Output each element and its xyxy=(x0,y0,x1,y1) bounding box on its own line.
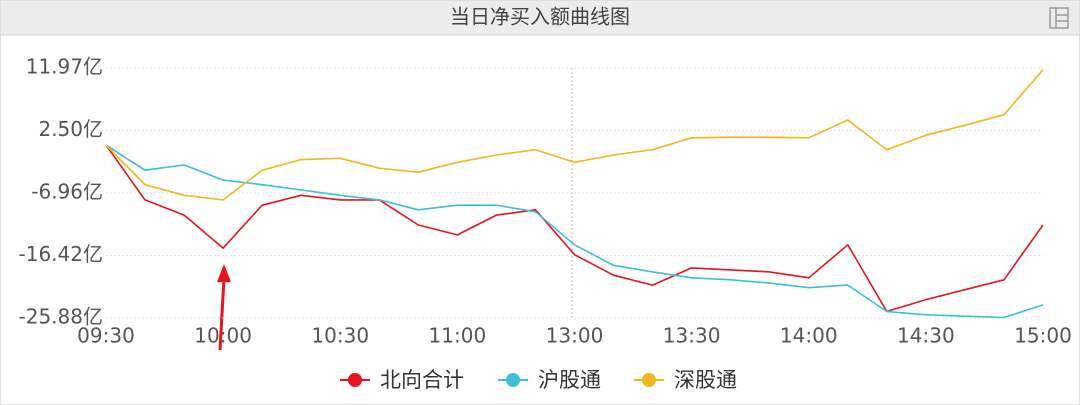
x-tick-label: 10:00 xyxy=(194,324,252,348)
y-tick-label: -25.88亿 xyxy=(19,305,103,329)
legend-item[interactable]: 深股通 xyxy=(634,368,737,392)
y-tick-label: -16.42亿 xyxy=(19,242,103,266)
legend-label: 北向合计 xyxy=(380,368,464,392)
x-tick-label: 10:30 xyxy=(311,324,369,348)
header-bar xyxy=(1,1,1079,35)
x-tick-label: 13:00 xyxy=(546,324,604,348)
series-line xyxy=(105,69,1044,201)
legend-label: 沪股通 xyxy=(538,368,601,392)
legend-item[interactable]: 沪股通 xyxy=(498,368,601,392)
legend-item[interactable]: 北向合计 xyxy=(340,368,464,392)
x-tick-label: 15:00 xyxy=(1014,324,1072,348)
y-tick-label: -6.96亿 xyxy=(31,180,103,204)
x-tick-label: 14:00 xyxy=(780,324,838,348)
annotation-arrow xyxy=(217,264,231,351)
y-tick-label: 2.50亿 xyxy=(38,117,103,141)
x-tick-label: 09:30 xyxy=(77,324,135,348)
series-line xyxy=(105,144,1044,319)
y-tick-label: 11.97亿 xyxy=(26,55,103,79)
x-tick-label: 13:30 xyxy=(663,324,721,348)
legend-marker xyxy=(348,373,362,387)
legend-marker xyxy=(506,373,520,387)
legend-marker xyxy=(642,373,656,387)
x-tick-label: 14:30 xyxy=(897,324,955,348)
x-tick-label: 11:00 xyxy=(429,324,487,348)
legend-label: 深股通 xyxy=(674,368,737,392)
table-icon[interactable] xyxy=(1049,7,1069,29)
chart-title: 当日净买入额曲线图 xyxy=(450,5,630,29)
